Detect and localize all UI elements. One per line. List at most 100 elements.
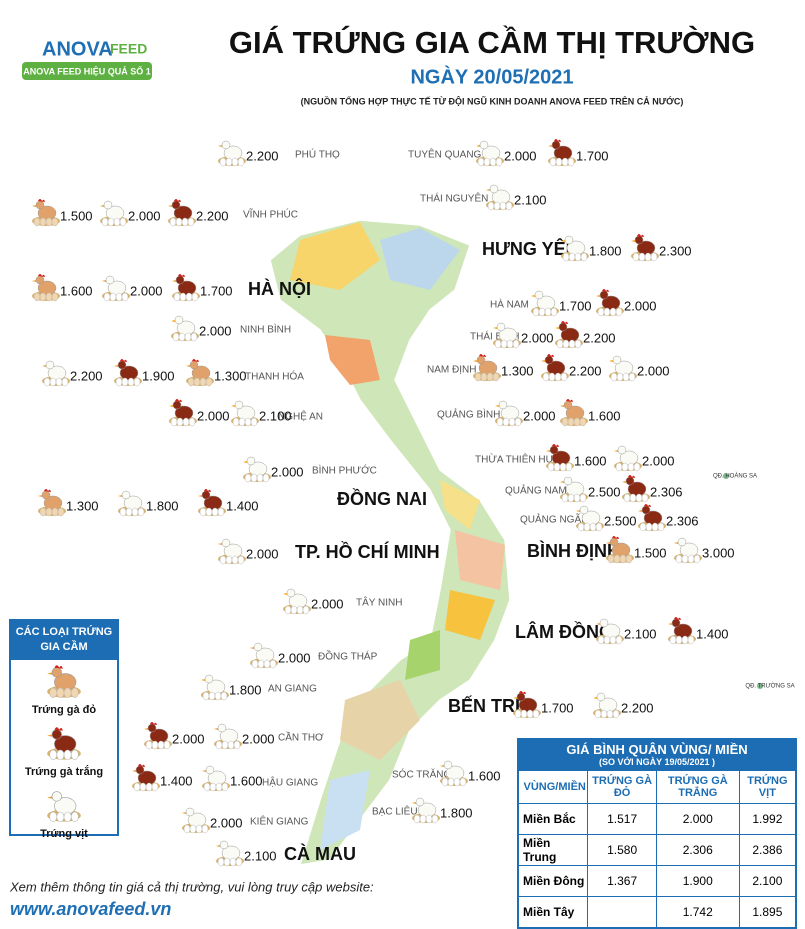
egg bbox=[173, 292, 181, 302]
egg bbox=[644, 252, 652, 262]
price: 2.500 bbox=[588, 484, 621, 499]
egg bbox=[538, 307, 546, 317]
egg bbox=[229, 857, 237, 867]
egg bbox=[567, 493, 575, 503]
egg bbox=[693, 554, 701, 564]
province-name: KIÊN GIANG bbox=[250, 815, 309, 828]
egg bbox=[431, 814, 439, 824]
egg bbox=[103, 292, 111, 302]
beak bbox=[182, 812, 186, 814]
province-name: SÓC TRĂNG bbox=[392, 768, 451, 781]
price: 2.000 bbox=[637, 363, 670, 378]
egg bbox=[496, 417, 504, 427]
head bbox=[498, 400, 508, 410]
egg bbox=[170, 417, 178, 427]
beak bbox=[118, 495, 122, 497]
egg bbox=[133, 377, 141, 387]
head bbox=[641, 505, 651, 515]
egg bbox=[193, 377, 201, 387]
logo: ANOVA FEED ANOVA FEED HIỆU QUẢ SỐ 1 bbox=[22, 38, 152, 80]
comb bbox=[561, 321, 568, 324]
price: 1.300 bbox=[501, 363, 534, 378]
egg bbox=[187, 217, 195, 227]
beak bbox=[513, 697, 517, 699]
egg bbox=[681, 635, 689, 645]
comb bbox=[479, 354, 486, 357]
egg bbox=[70, 687, 79, 698]
egg bbox=[514, 709, 522, 719]
head bbox=[217, 723, 227, 733]
island-label: QĐ. TRƯỜNG SA bbox=[745, 683, 794, 690]
egg bbox=[589, 522, 597, 532]
head bbox=[564, 235, 574, 245]
egg-icon bbox=[486, 184, 514, 211]
egg-icon bbox=[555, 321, 583, 349]
beak bbox=[47, 734, 52, 737]
head bbox=[671, 618, 681, 628]
comb bbox=[150, 722, 157, 725]
egg bbox=[250, 473, 258, 483]
egg bbox=[641, 493, 649, 503]
head bbox=[476, 355, 486, 365]
date: NGÀY 20/05/2021 bbox=[410, 65, 573, 88]
beak bbox=[32, 280, 36, 282]
price: 1.600 bbox=[60, 283, 93, 298]
price: 2.000 bbox=[278, 650, 311, 665]
egg-icon bbox=[560, 399, 588, 427]
head bbox=[172, 400, 182, 410]
province-name: HÀ NAM bbox=[490, 298, 529, 311]
price: 1.500 bbox=[60, 208, 93, 223]
price: 1.400 bbox=[226, 498, 259, 513]
egg-icon bbox=[32, 199, 60, 227]
egg-icon bbox=[493, 322, 521, 349]
egg bbox=[595, 522, 603, 532]
beak bbox=[560, 405, 564, 407]
egg-icon bbox=[38, 489, 66, 517]
egg bbox=[137, 507, 145, 517]
beak bbox=[614, 450, 618, 452]
egg bbox=[615, 307, 623, 317]
beak bbox=[412, 802, 416, 804]
egg bbox=[561, 417, 569, 427]
egg bbox=[548, 372, 556, 382]
price: 2.306 bbox=[666, 513, 699, 528]
egg bbox=[39, 292, 47, 302]
table-cell: 1.580 bbox=[587, 834, 657, 866]
egg bbox=[107, 217, 115, 227]
head bbox=[147, 723, 157, 733]
egg-icon bbox=[186, 359, 214, 387]
egg bbox=[562, 252, 570, 262]
egg bbox=[632, 252, 640, 262]
egg bbox=[612, 709, 620, 719]
beak bbox=[168, 205, 172, 207]
head bbox=[544, 355, 554, 365]
egg bbox=[131, 507, 139, 517]
head bbox=[41, 490, 51, 500]
egg bbox=[579, 493, 587, 503]
head bbox=[534, 290, 544, 300]
province-name-big: TP. HỒ CHÍ MINH bbox=[295, 541, 440, 562]
egg bbox=[231, 555, 239, 565]
egg bbox=[550, 307, 558, 317]
egg-icon bbox=[171, 315, 199, 342]
table-cell bbox=[587, 896, 657, 928]
egg bbox=[257, 659, 265, 669]
price: 1.600 bbox=[574, 453, 607, 468]
egg bbox=[115, 377, 123, 387]
egg bbox=[577, 522, 585, 532]
table-cell: 2.000 bbox=[655, 803, 740, 835]
beak bbox=[218, 145, 222, 147]
egg bbox=[33, 217, 41, 227]
table-row: Miền Bắc 1.517 2.000 1.992 bbox=[517, 803, 797, 835]
beak bbox=[100, 205, 104, 207]
egg bbox=[43, 377, 51, 387]
egg bbox=[549, 157, 557, 167]
map bbox=[269, 219, 763, 866]
egg bbox=[573, 493, 581, 503]
beak bbox=[473, 360, 477, 362]
egg bbox=[219, 157, 227, 167]
egg bbox=[597, 635, 605, 645]
comb bbox=[547, 354, 554, 357]
legend-title: CÁC LOẠI TRỨNG GIA CẦM bbox=[16, 625, 113, 653]
